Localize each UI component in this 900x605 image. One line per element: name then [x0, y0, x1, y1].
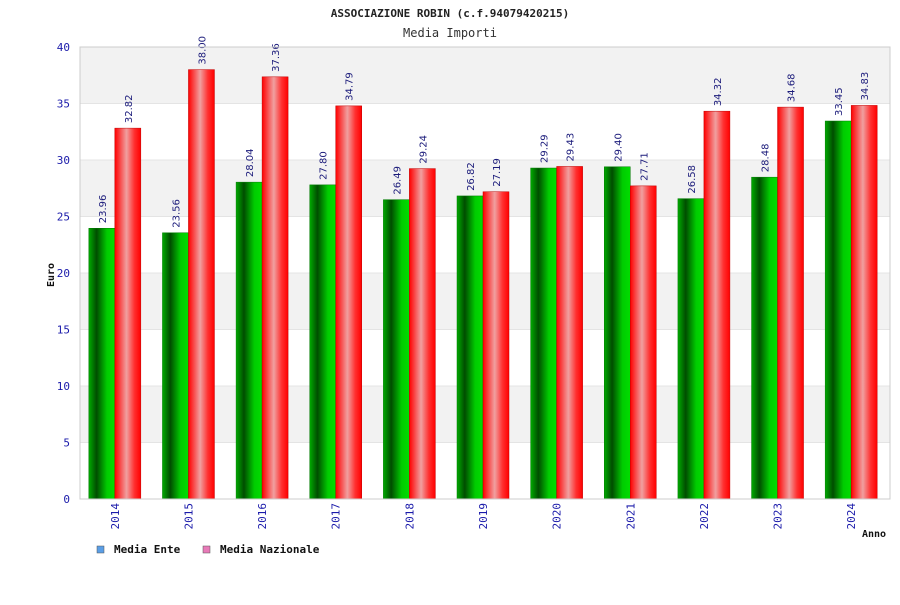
x-tick-label: 2017 [330, 503, 343, 530]
grid-band [80, 103, 890, 160]
y-tick-label: 20 [57, 267, 70, 280]
data-label: 29.24 [418, 135, 429, 164]
x-tick-label: 2015 [182, 503, 195, 530]
data-label: 32.82 [124, 94, 135, 123]
x-tick-label: 2023 [772, 503, 785, 530]
bar-media-nazionale [188, 69, 215, 500]
x-tick-label: 2019 [477, 503, 490, 530]
bar-media-ente [88, 228, 116, 500]
bar-media-nazionale [335, 105, 362, 500]
data-label: 34.32 [713, 78, 724, 107]
y-tick-label: 10 [57, 380, 70, 393]
bar-media-ente [235, 181, 263, 500]
data-label: 26.58 [687, 165, 698, 194]
bar-media-ente [604, 166, 631, 500]
bar-media-nazionale [261, 76, 289, 500]
data-label: 33.45 [834, 87, 845, 116]
x-axis-label: Anno [862, 529, 886, 540]
data-label: 28.04 [245, 149, 256, 178]
bar-media-ente [824, 120, 852, 500]
data-label: 27.19 [492, 158, 503, 187]
x-tick-label: 2018 [403, 503, 416, 530]
y-tick-label: 15 [57, 324, 70, 337]
x-axis-ticks: 2014 2015 2016 2017 2018 2019 2020 2021 2022 2023… [109, 503, 858, 530]
data-label: 29.40 [613, 133, 624, 162]
bar-media-nazionale [703, 110, 731, 500]
y-tick-label: 30 [57, 154, 70, 167]
x-tick-label: 2020 [551, 503, 564, 530]
bar-media-ente [677, 198, 705, 500]
data-label: 34.68 [787, 73, 798, 102]
bars [88, 69, 878, 500]
x-tick-label: 2016 [256, 503, 269, 530]
bar-media-nazionale [482, 191, 510, 500]
data-label: 34.79 [345, 72, 356, 101]
data-label: 28.48 [761, 144, 772, 173]
bar-media-ente [456, 195, 484, 500]
bar-media-ente [751, 176, 778, 500]
bar-media-ente [530, 167, 557, 500]
legend: Media Ente Media Nazionale [96, 543, 320, 556]
x-tick-label: 2014 [109, 503, 122, 530]
y-tick-label: 35 [57, 98, 70, 111]
data-label: 27.80 [319, 151, 330, 180]
bar-media-nazionale [114, 127, 142, 500]
data-label: 26.49 [392, 166, 403, 195]
legend-label-media-ente: Media Ente [114, 543, 181, 556]
data-label: 27.71 [639, 152, 650, 181]
y-tick-label: 40 [57, 41, 70, 54]
y-axis-ticks: 0 5 10 15 20 25 30 35 40 [57, 41, 70, 506]
data-labels: 23.96 32.82 23.56 38.00 28.04 37.36 27.80 34.79… [98, 36, 871, 228]
data-label: 37.36 [271, 43, 282, 72]
data-label: 29.29 [540, 134, 551, 163]
legend-label-media-nazionale: Media Nazionale [220, 543, 320, 556]
x-tick-label: 2022 [698, 503, 711, 530]
bar-media-nazionale [777, 106, 804, 500]
data-label: 23.56 [171, 199, 182, 228]
data-label: 38.00 [197, 36, 208, 65]
bar-media-nazionale [630, 185, 657, 500]
x-tick-label: 2024 [845, 503, 858, 530]
legend-swatch-media-nazionale [202, 545, 211, 554]
data-label: 34.83 [860, 72, 871, 101]
y-tick-label: 5 [63, 437, 70, 450]
bar-media-nazionale [556, 166, 583, 500]
y-axis-label: Euro [46, 263, 57, 287]
data-label: 29.43 [566, 133, 577, 162]
plot-frame [79, 46, 891, 500]
bar-media-ente [309, 184, 336, 500]
chart-title: ASSOCIAZIONE ROBIN (c.f.94079420215) [331, 7, 569, 20]
legend-swatch-media-ente [96, 545, 105, 554]
bar-media-ente [383, 199, 410, 500]
grid-band [80, 47, 890, 104]
chart-subtitle: Media Importi [403, 26, 497, 40]
data-label: 23.96 [98, 195, 109, 224]
y-tick-label: 0 [63, 493, 70, 506]
bar-media-nazionale [850, 105, 878, 500]
y-tick-label: 25 [57, 211, 70, 224]
bar-media-nazionale [409, 168, 436, 500]
bar-media-ente [162, 232, 189, 500]
data-label: 26.82 [466, 162, 477, 191]
x-tick-label: 2021 [624, 503, 637, 530]
